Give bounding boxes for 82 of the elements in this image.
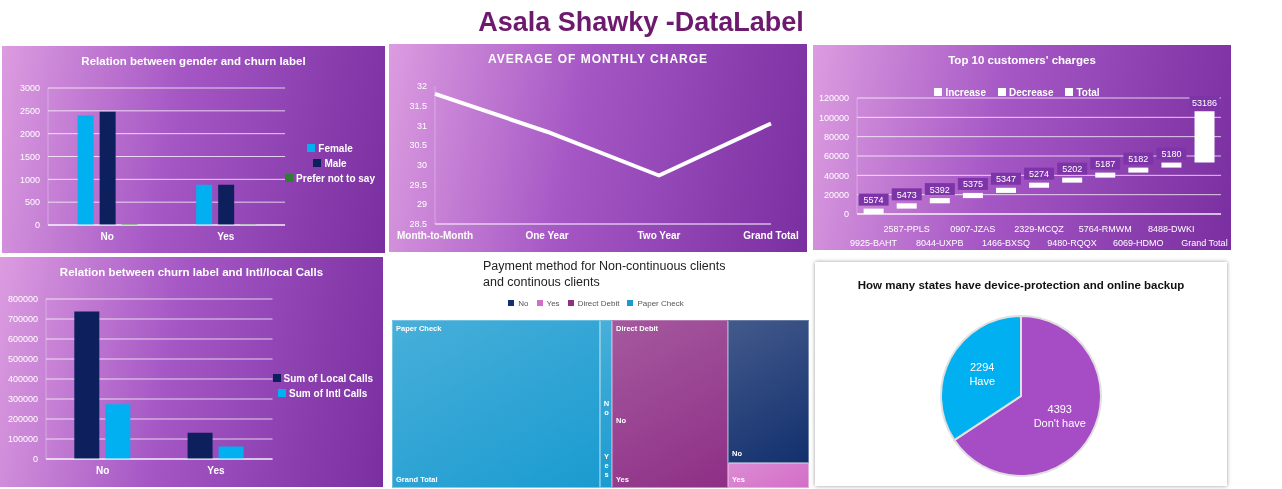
data-label: 4393 <box>1047 402 1072 415</box>
y-tick-label: 40000 <box>823 170 849 181</box>
data-label: 5202 <box>1062 164 1083 175</box>
legend-label: Decrease <box>1007 87 1054 98</box>
slice-label: Don't have <box>1033 416 1086 429</box>
x-tick-label: 9925-BAHT <box>850 238 898 248</box>
y-tick-label: 3000 <box>19 83 40 94</box>
y-tick-label: 31 <box>416 120 427 131</box>
y-tick-label: 29.5 <box>409 179 427 190</box>
y-tick-label: 300000 <box>7 394 38 405</box>
legend-label: Sum of Intl Calls <box>288 388 369 399</box>
y-tick-label: 20000 <box>823 189 849 200</box>
data-label: 5574 <box>863 195 884 206</box>
y-tick-label: 1500 <box>19 151 40 162</box>
y-tick-label: 80000 <box>823 131 849 142</box>
y-tick-label: 0 <box>34 220 40 231</box>
legend-label: Prefer not to say <box>295 173 375 184</box>
x-tick-label: 1466-BXSQ <box>981 238 1030 248</box>
y-tick-label: 0 <box>32 454 38 465</box>
x-tick-label: 8044-UXPB <box>915 238 964 248</box>
x-tick-label: 2587-PPLS <box>883 224 930 234</box>
legend-label: Male <box>323 158 348 169</box>
data-label: 5274 <box>1029 169 1050 180</box>
data-label: 5182 <box>1128 154 1149 165</box>
x-tick-label: Two Year <box>637 230 681 242</box>
legend-label: Female <box>317 143 354 154</box>
text: Asala Shawky -DataLabel <box>0 0 1282 44</box>
y-tick-label: 30.5 <box>409 140 427 151</box>
x-tick-label: Yes <box>217 231 235 243</box>
legend-label: No <box>517 299 529 308</box>
x-tick-label: One Year <box>525 230 569 242</box>
chart-title: AVERAGE OF MONTHLY CHARGE <box>486 51 710 68</box>
data-label: 2294 <box>970 361 995 374</box>
y-tick-label: 200000 <box>7 414 38 425</box>
y-tick-label: 100000 <box>7 434 38 445</box>
y-tick-label: 29 <box>416 199 427 210</box>
legend-label: Paper Check <box>636 299 684 308</box>
legend-label: Increase <box>944 87 986 98</box>
data-label: 5187 <box>1095 159 1116 170</box>
x-tick-label: Month-to-Month <box>396 230 474 242</box>
x-tick-label: 2329-MCQZ <box>1014 224 1065 234</box>
x-tick-label: Grand Total <box>743 230 799 242</box>
text: Payment method for Non-continuous clients and continous clients <box>483 258 727 290</box>
y-tick-label: 2500 <box>19 106 40 117</box>
data-label: 53186 <box>1192 97 1218 108</box>
y-tick-label: 500 <box>24 197 40 208</box>
legend-label: Sum of Local Calls <box>282 373 373 384</box>
x-tick-label: No <box>100 231 114 243</box>
y-tick-label: 30 <box>416 160 427 171</box>
y-tick-label: 31.5 <box>409 100 427 111</box>
legend-label: Total <box>1075 87 1100 98</box>
x-tick-label: 0907-JZAS <box>950 224 996 234</box>
x-tick-label: 5764-RMWM <box>1078 224 1132 234</box>
y-tick-label: 28.5 <box>409 219 427 230</box>
data-label: 5347 <box>995 174 1016 185</box>
data-label: 5473 <box>896 189 917 200</box>
y-tick-label: 800000 <box>7 294 38 305</box>
y-tick-label: 32 <box>416 81 427 92</box>
legend-label: Yes <box>545 299 560 308</box>
chart-title: How many states have device-protection and online backup <box>856 278 1186 293</box>
chart-title: Relation between churn label and Intl/local Calls <box>58 265 325 280</box>
chart-title: Relation between gender and churn label <box>80 54 307 69</box>
data-label: 5180 <box>1161 149 1182 160</box>
y-tick-label: 120000 <box>818 93 849 104</box>
x-tick-label: Grand Total <box>1181 238 1228 248</box>
data-label: 5392 <box>929 184 950 195</box>
y-tick-label: 500000 <box>7 354 38 365</box>
y-tick-label: 60000 <box>823 151 849 162</box>
y-tick-label: 600000 <box>7 334 38 345</box>
y-tick-label: 400000 <box>7 374 38 385</box>
data-label: 5375 <box>962 179 983 190</box>
slice-label: Have <box>969 375 996 388</box>
y-tick-label: 700000 <box>7 314 38 325</box>
x-tick-label: 9480-RQQX <box>1047 238 1097 248</box>
x-tick-label: 8488-DWKI <box>1148 224 1195 234</box>
y-tick-label: 100000 <box>818 112 849 123</box>
x-tick-label: 6069-HDMO <box>1113 238 1164 248</box>
chart-title: Top 10 customers' charges <box>947 53 1097 68</box>
y-tick-label: 0 <box>843 209 849 220</box>
legend-label: Direct Debit <box>576 299 620 308</box>
y-tick-label: 2000 <box>19 128 40 139</box>
y-tick-label: 1000 <box>19 174 40 185</box>
